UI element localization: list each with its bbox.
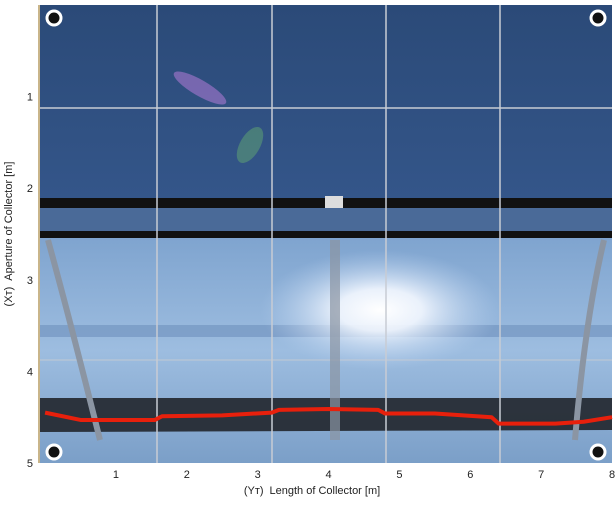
x-tick-label: 5	[396, 469, 402, 481]
x-tick-label: 7	[538, 469, 544, 481]
y-axis-label: (Xᴛ) Aperture of Collector [m]	[3, 162, 15, 307]
photo	[38, 5, 612, 463]
y-tick-label: 1	[27, 92, 33, 104]
x-tick-label: 4	[325, 469, 331, 481]
x-tick-label: 6	[467, 469, 473, 481]
y-tick-label: 2	[27, 183, 33, 195]
x-tick-label: 2	[184, 469, 190, 481]
y-tick-label: 5	[27, 458, 33, 470]
y-tick-label: 3	[27, 275, 33, 287]
y-axis-title: Aperture of Collector [m]	[3, 162, 15, 281]
y-axis-symbol: (Xᴛ)	[3, 287, 15, 307]
x-axis-title: Length of Collector [m]	[270, 485, 381, 497]
y-tick-label: 4	[27, 366, 33, 378]
x-tick-label: 1	[113, 469, 119, 481]
x-tick-label: 3	[255, 469, 261, 481]
chart: (Yᴛ) Length of Collector [m] (Xᴛ) Aperture…	[0, 0, 615, 502]
x-axis-label: (Yᴛ) Length of Collector [m]	[244, 485, 380, 497]
x-tick-label: 8	[609, 469, 615, 481]
x-axis-symbol: (Yᴛ)	[244, 485, 264, 497]
